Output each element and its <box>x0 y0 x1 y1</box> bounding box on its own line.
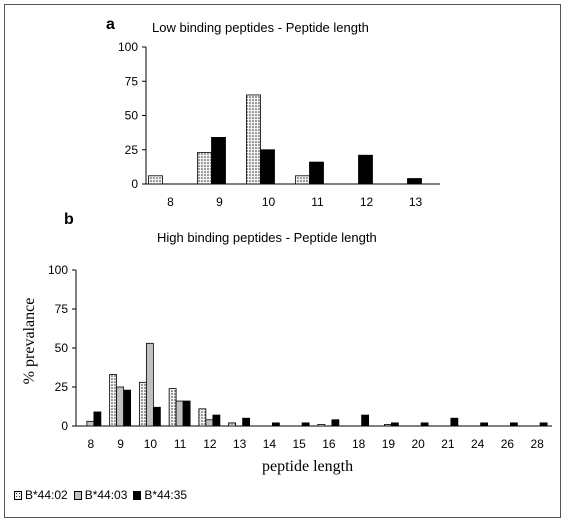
legend-item: B*44:35 <box>133 488 187 502</box>
x-tick-label: 19 <box>382 437 396 451</box>
bar-b4435 <box>331 419 340 427</box>
legend-label: B*44:03 <box>84 488 128 502</box>
y-tick-label: 25 <box>55 380 69 394</box>
x-tick-label: 11 <box>174 437 187 451</box>
panel-a-title: Low binding peptides - Peptide length <box>152 20 369 35</box>
bar-b4435 <box>309 161 324 185</box>
x-tick-label: 8 <box>167 195 174 209</box>
bar-b4435 <box>93 411 102 427</box>
bar-b4402 <box>168 388 177 427</box>
x-tick-label: 9 <box>117 437 124 451</box>
figure-frame <box>4 4 561 518</box>
bar-b4435 <box>407 178 422 185</box>
x-tick-label: 11 <box>311 195 324 209</box>
x-tick-label: 12 <box>203 437 217 451</box>
bar-b4402 <box>138 381 147 427</box>
bar-b4403 <box>116 386 125 427</box>
panel-a-letter: a <box>106 16 115 33</box>
bar-b4435 <box>480 422 489 427</box>
legend-label: B*44:02 <box>25 488 68 502</box>
x-tick-label: 18 <box>352 437 366 451</box>
bar-b4435 <box>509 422 518 427</box>
x-tick-label: 9 <box>216 195 223 209</box>
panel-b-letter: b <box>64 211 74 228</box>
x-tick-label: 8 <box>88 437 95 451</box>
x-tick-label: 12 <box>360 195 374 209</box>
legend-swatch-gray <box>73 490 82 500</box>
y-tick-label: 50 <box>125 109 139 123</box>
bar-b4403 <box>175 400 184 427</box>
bar-b4402 <box>317 424 326 427</box>
bar-b4402 <box>148 175 163 185</box>
y-tick-label: 100 <box>48 263 68 277</box>
bar-b4402 <box>228 422 237 427</box>
bar-b4402 <box>246 94 261 185</box>
x-tick-label: 14 <box>263 437 277 451</box>
y-tick-label: 0 <box>131 177 138 191</box>
legend-item: B*44:02 <box>14 488 68 502</box>
y-tick-label: 75 <box>125 74 139 88</box>
bar-b4435 <box>212 414 221 427</box>
bar-b4435 <box>152 406 161 427</box>
bar-b4435 <box>123 389 132 427</box>
bar-b4402 <box>109 374 118 427</box>
y-tick-label: 75 <box>55 302 69 316</box>
y-tick-label: 0 <box>61 419 68 433</box>
x-tick-label: 26 <box>501 437 515 451</box>
bar-b4402 <box>198 408 207 427</box>
bar-b4435 <box>420 422 429 427</box>
x-tick-label: 20 <box>411 437 425 451</box>
legend-label: B*44:35 <box>144 488 188 502</box>
bar-b4403 <box>205 419 214 427</box>
panel-b-title: High binding peptides - Peptide length <box>157 230 377 245</box>
bar-b4435 <box>242 417 251 427</box>
bar-b4435 <box>390 422 399 427</box>
y-tick-label: 50 <box>55 341 69 355</box>
bar-b4435 <box>260 149 275 185</box>
bar-b4402 <box>295 175 310 185</box>
bar-b4403 <box>86 420 95 427</box>
bar-b4403 <box>383 424 392 427</box>
y-tick-label: 25 <box>125 143 139 157</box>
x-tick-label: 28 <box>530 437 544 451</box>
bar-b4435 <box>301 422 310 427</box>
legend: B*44:02 B*44:03 B*44:35 <box>14 488 193 502</box>
bar-b4435 <box>182 400 191 427</box>
x-tick-label: 10 <box>144 437 158 451</box>
x-tick-label: 24 <box>471 437 485 451</box>
bar-b4435 <box>271 422 280 427</box>
bar-b4435 <box>450 417 459 427</box>
bar-b4435 <box>211 137 226 185</box>
x-tick-label: 16 <box>322 437 336 451</box>
x-tick-label: 21 <box>441 437 455 451</box>
legend-swatch-black <box>133 490 142 500</box>
y-tick-label: 100 <box>118 40 138 54</box>
x-tick-label: 13 <box>409 195 423 209</box>
bar-b4435 <box>361 414 370 427</box>
bar-b4435 <box>539 422 548 427</box>
legend-swatch-dotted <box>14 490 22 500</box>
x-tick-label: 15 <box>292 437 306 451</box>
x-tick-label: 10 <box>262 195 276 209</box>
bar-b4402 <box>197 152 212 185</box>
bar-b4403 <box>145 342 154 427</box>
x-axis-label: peptide length <box>262 458 354 475</box>
legend-item: B*44:03 <box>73 488 128 502</box>
x-tick-label: 13 <box>233 437 247 451</box>
bar-b4435 <box>358 154 373 185</box>
